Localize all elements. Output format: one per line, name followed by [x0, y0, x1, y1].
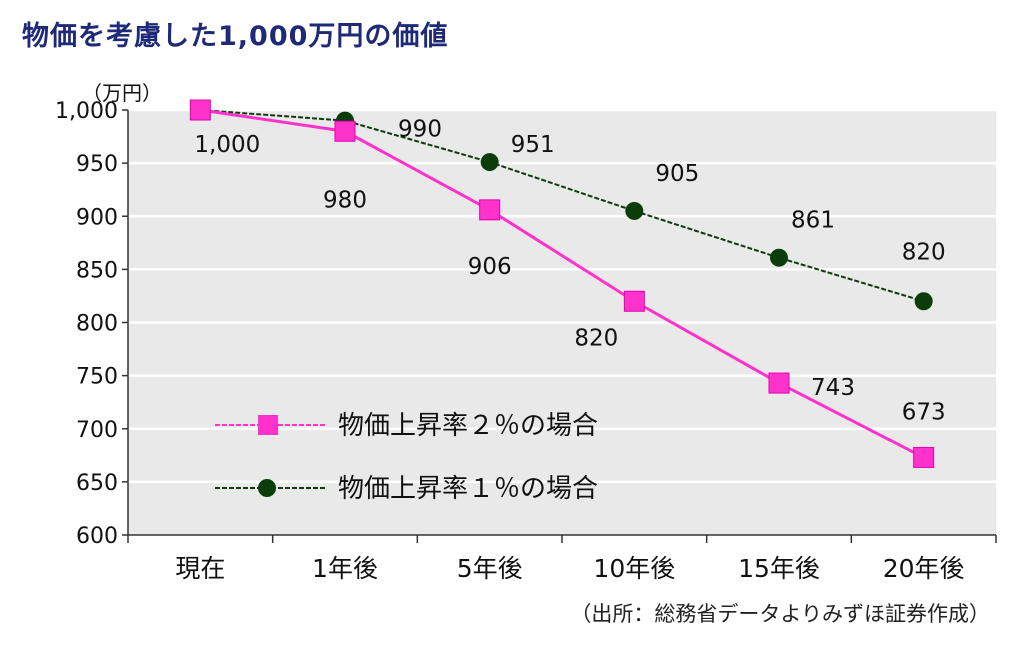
data-point-circle	[625, 201, 644, 220]
data-label: 861	[791, 208, 835, 234]
data-label: 980	[323, 187, 367, 213]
series-line	[200, 108, 925, 459]
y-tick-label: 650	[76, 471, 118, 496]
data-label: 743	[811, 375, 855, 401]
data-point-square	[913, 446, 935, 468]
legend-item: 物価上昇率２％の場合	[215, 411, 598, 441]
x-tick-label: 15年後	[738, 554, 820, 583]
data-label: 1,000	[194, 132, 260, 158]
x-tick-label: 1年後	[312, 554, 378, 583]
chart-title: 物価を考慮した1,000万円の価値	[22, 21, 449, 52]
data-point-circle	[770, 248, 788, 267]
data-label: 906	[468, 254, 512, 280]
legend-label: 物価上昇率２％の場合	[338, 411, 598, 441]
data-label: 990	[398, 117, 442, 143]
legend-label: 物価上昇率１％の場合	[338, 474, 598, 504]
legend-marker-circle	[258, 479, 276, 497]
y-tick-label: 950	[76, 152, 118, 177]
data-point-circle	[914, 292, 933, 311]
data-point-square	[334, 120, 356, 142]
source-note: （出所：総務省データよりみずほ証券作成）	[570, 602, 990, 626]
data-label: 820	[902, 239, 946, 265]
y-tick-label: 1,000	[55, 99, 118, 124]
y-tick-label: 900	[76, 205, 118, 230]
data-label: 951	[511, 132, 555, 158]
data-point-square	[623, 290, 645, 312]
series-line	[200, 109, 924, 303]
series-inflation-2pct: 1,000 980 906 820 743 673	[189, 99, 946, 468]
y-axis-label: （万円）	[82, 81, 162, 105]
series-group: 990 951 905 861 820 1,000 980 906 820 743 673	[189, 99, 946, 468]
data-point-square	[479, 199, 501, 221]
y-tick-label: 700	[76, 418, 118, 443]
y-tick-label: 850	[76, 258, 118, 283]
legend-item: 物価上昇率１％の場合	[215, 474, 598, 504]
data-label: 820	[574, 325, 618, 351]
y-tick-label: 750	[76, 365, 118, 390]
data-point-circle	[480, 153, 499, 172]
x-tick-label: 20年後	[883, 554, 965, 583]
x-tick-label: 5年後	[457, 554, 523, 583]
data-label: 905	[655, 161, 699, 187]
x-axis-ticks: 現在 1年後 5年後 10年後 15年後 20年後	[175, 554, 964, 583]
y-tick-label: 800	[76, 312, 118, 337]
y-tick-label: 600	[76, 524, 118, 549]
y-axis-ticks: 1,000 950 900 850 800 750 700 650 600	[55, 99, 128, 549]
data-point-square	[189, 99, 211, 121]
legend-marker-square	[258, 415, 278, 435]
x-tick-label: 10年後	[593, 554, 675, 583]
data-point-square	[768, 372, 790, 394]
data-label: 673	[902, 399, 946, 425]
x-tick-label: 現在	[175, 554, 225, 583]
